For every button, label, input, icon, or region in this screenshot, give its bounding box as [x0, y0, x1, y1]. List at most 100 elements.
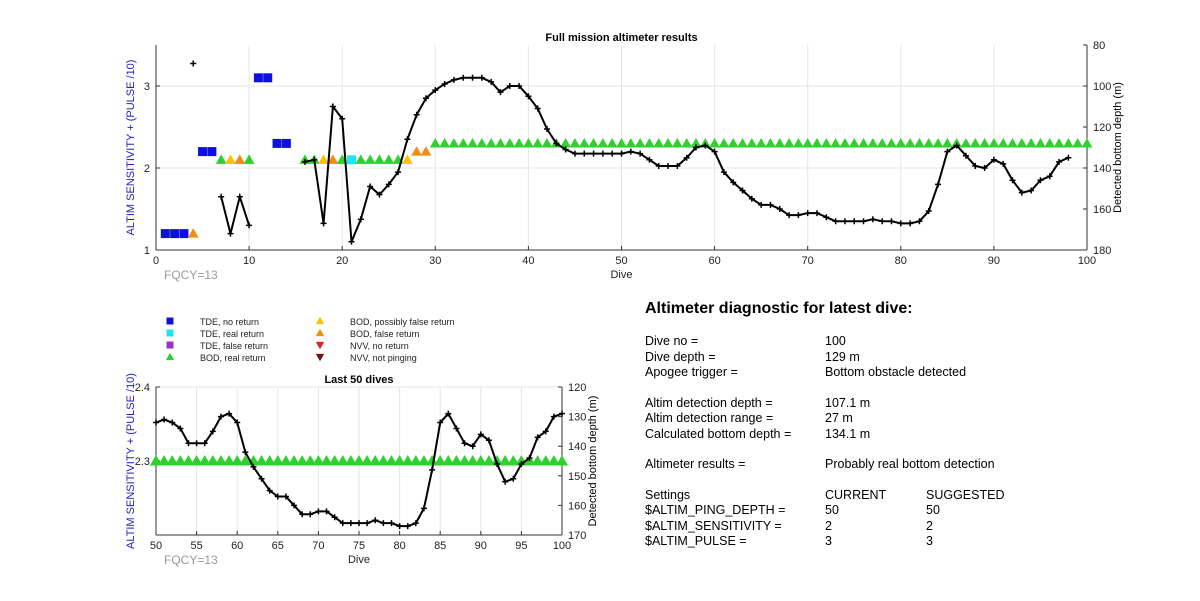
marker-bod_real_return: [182, 455, 195, 466]
marker-bod_real_return: [353, 455, 365, 466]
marker-bod_real_return: [215, 154, 227, 164]
marker-bod_real_return: [214, 455, 227, 466]
marker-bod_real_return: [718, 138, 730, 148]
depth-point: [494, 460, 501, 467]
diag-label: Calculated bottom depth =: [645, 426, 792, 441]
setting-name: $ALTIM_SENSITIVITY =: [645, 518, 782, 533]
depth-point: [217, 413, 224, 420]
depth-point: [246, 222, 253, 229]
marker-bod_real_return: [369, 455, 382, 466]
x-tick-label: 55: [190, 540, 202, 552]
depth-point: [169, 419, 176, 426]
marker-bod_real_return: [547, 455, 560, 466]
marker-bod_real_return: [653, 138, 665, 148]
y-left-tick-label: 2.4: [135, 382, 150, 394]
depth-point: [356, 520, 362, 527]
marker-bod_real_return: [969, 138, 981, 148]
y-right-tick-label: 80: [1093, 40, 1105, 52]
chart-title: Full mission altimeter results: [545, 32, 697, 44]
marker-tde_no_return: [281, 138, 291, 148]
x-tick-label: 100: [553, 540, 571, 552]
marker-bod_real_return: [560, 138, 572, 148]
settings-row: $ALTIM_PING_DEPTH = 50 50: [645, 503, 1075, 519]
marker-bod_possibly_false: [401, 154, 413, 164]
depth-point: [953, 142, 960, 149]
marker-bod_real_return: [466, 455, 479, 466]
depth-point: [364, 520, 371, 527]
marker-bod_real_return: [539, 455, 552, 466]
depth-point: [412, 520, 419, 527]
depth-point: [485, 437, 492, 444]
marker-bod_real_return: [625, 138, 637, 148]
depth-point: [274, 493, 281, 500]
depth-point: [916, 218, 923, 225]
depth-point: [477, 431, 484, 438]
depth-point: [209, 428, 216, 435]
marker-bod_real_return: [364, 154, 376, 164]
depth-point: [469, 74, 476, 81]
marker-bod_real_return: [1035, 138, 1046, 148]
depth-point: [646, 156, 653, 163]
legend-marker-bod_false: [315, 328, 325, 337]
depth-point: [1018, 189, 1025, 196]
setting-current: 50: [825, 503, 839, 517]
marker-bod_real_return: [377, 455, 390, 466]
marker-bod_real_return: [243, 154, 255, 164]
marker-bod_real_return: [904, 138, 916, 148]
marker-bod_real_return: [923, 138, 935, 148]
marker-bod_real_return: [166, 455, 179, 466]
marker-bod_real_return: [439, 138, 451, 148]
depth-point: [291, 502, 298, 509]
marker-bod_real_return: [393, 455, 406, 466]
depth-point: [488, 78, 495, 85]
marker-tde_no_return: [170, 229, 180, 239]
depth-point: [190, 60, 197, 67]
marker-bod_real_return: [588, 138, 599, 148]
marker-bod_real_return: [774, 138, 786, 148]
depth-point: [590, 150, 597, 157]
setting-suggested: 50: [926, 503, 940, 517]
marker-bod_real_return: [442, 455, 455, 466]
depth-point: [469, 443, 476, 450]
depth-point: [767, 201, 774, 208]
marker-bod_real_return: [709, 138, 720, 148]
x-tick-label: 70: [802, 255, 814, 267]
depth-point: [510, 475, 517, 482]
marker-bod_real_return: [820, 138, 832, 148]
depth-point: [329, 103, 336, 110]
depth-point: [879, 218, 886, 225]
marker-bod_real_return: [1044, 138, 1056, 148]
marker-bod_false: [411, 146, 423, 156]
marker-bod_real_return: [190, 455, 203, 466]
marker-tde_no_return: [198, 147, 208, 157]
depth-point: [786, 212, 793, 219]
diag-row-results: Altimeter results = Probably real bottom…: [645, 457, 1075, 473]
marker-bod_real_return: [765, 138, 776, 148]
depth-point: [637, 150, 644, 157]
marker-bod_real_return: [802, 138, 814, 148]
marker-bod_real_return: [662, 138, 674, 148]
marker-bod_real_return: [541, 138, 553, 148]
legend-label: BOD, possibly false return: [350, 317, 455, 327]
depth-point: [534, 105, 541, 112]
marker-bod_real_return: [858, 138, 869, 148]
diag-label: Altimeter results =: [645, 457, 746, 471]
marker-bod_real_return: [513, 138, 525, 148]
depth-point: [1037, 177, 1044, 184]
fqcy-annotation: FQCY=13: [164, 268, 218, 282]
marker-bod_real_return: [606, 138, 618, 148]
diagnostic-title: Altimeter diagnostic for latest dive:: [645, 300, 913, 317]
depth-point: [534, 434, 541, 441]
depth-point: [339, 115, 346, 122]
depth-point: [367, 183, 374, 190]
legend-label: TDE, real return: [200, 329, 264, 339]
depth-point: [758, 201, 765, 208]
y-left-tick-label: 2.3: [135, 456, 150, 468]
marker-bod_real_return: [320, 455, 333, 466]
depth-point: [348, 238, 355, 245]
depth-point: [795, 212, 802, 219]
marker-bod_real_return: [255, 455, 268, 466]
marker-bod_real_return: [507, 455, 520, 466]
diag-label: Dive no =: [645, 334, 699, 348]
diag-label: Apogee trigger =: [645, 365, 738, 379]
